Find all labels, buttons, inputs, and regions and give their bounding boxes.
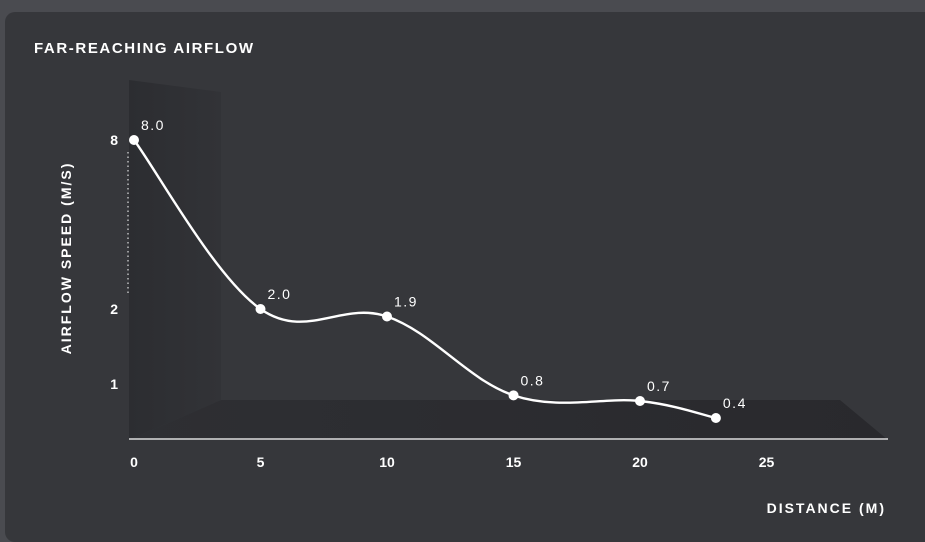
- data-point: [635, 396, 645, 406]
- chart-floor: [129, 400, 888, 440]
- data-point: [508, 390, 519, 401]
- x-tick-label: 5: [257, 454, 265, 470]
- data-label: 8.0: [141, 117, 165, 133]
- x-tick-label: 20: [632, 454, 648, 470]
- x-tick-label: 25: [759, 454, 775, 470]
- x-tick-label: 15: [506, 454, 522, 470]
- x-tick-label: 10: [379, 454, 395, 470]
- chart-title: FAR-REACHING AIRFLOW: [34, 40, 255, 57]
- y-tick-label: 8: [110, 132, 118, 148]
- series-line: [133, 139, 717, 420]
- y-tick-group: 8 2 1: [110, 132, 118, 392]
- data-point: [710, 413, 721, 423]
- chart-back-wall: [129, 80, 221, 440]
- data-label: 0.7: [647, 378, 671, 394]
- data-label: 1.9: [394, 294, 418, 310]
- x-axis-title: DISTANCE (M): [767, 500, 886, 516]
- x-tick-label: 0: [130, 454, 138, 470]
- y-tick-label: 1: [110, 376, 118, 392]
- data-label: 0.4: [723, 395, 747, 411]
- y-tick-label: 2: [110, 301, 118, 317]
- data-points: [129, 135, 721, 423]
- x-tick-group: 0 5 10 15 20 25: [130, 454, 774, 470]
- data-label: 2.0: [268, 286, 292, 302]
- data-point: [382, 311, 392, 322]
- data-point: [255, 304, 266, 314]
- data-label: 0.8: [521, 372, 545, 388]
- y-axis-title: AIRFLOW SPEED (M/S): [58, 162, 74, 355]
- data-labels: 8.0 2.0 1.9 0.8 0.7 0.4: [141, 117, 747, 411]
- data-point: [129, 135, 139, 145]
